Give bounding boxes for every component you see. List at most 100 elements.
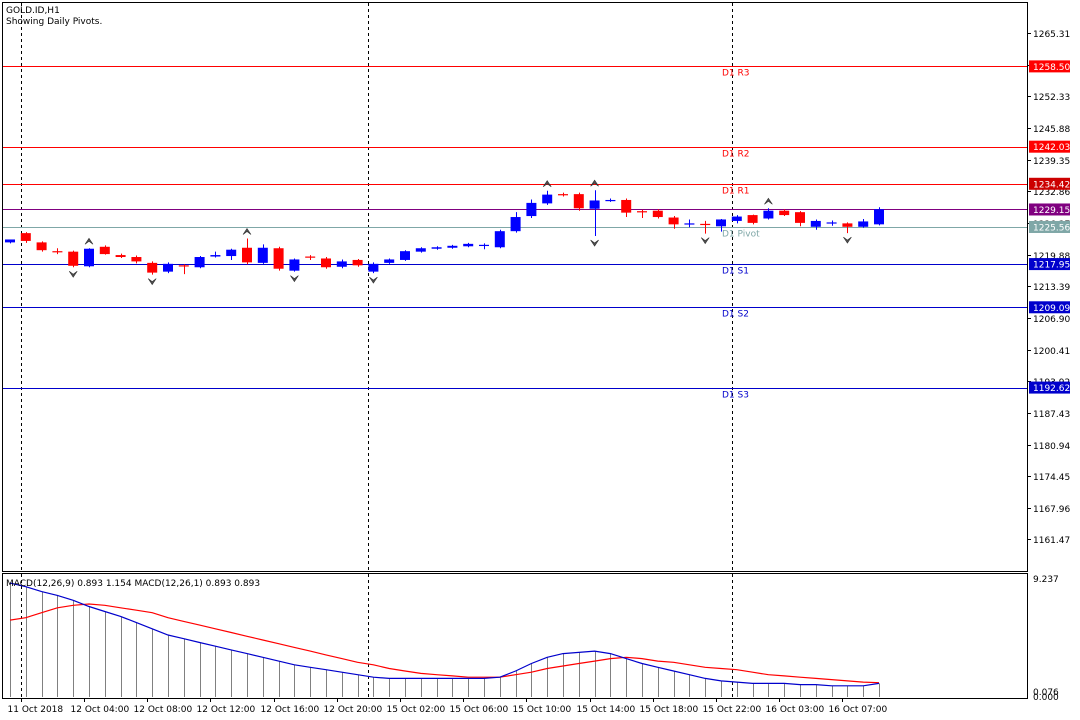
price-tick-label: 1219.88	[1033, 252, 1070, 262]
price-tag-box	[1029, 177, 1070, 190]
price-tick-label: 1213.39	[1033, 283, 1070, 293]
candle-body	[589, 200, 600, 209]
candle-body	[542, 194, 553, 204]
pivot-label: D1 S2	[722, 310, 749, 320]
candle-body	[479, 244, 489, 247]
fractal-up-icon	[542, 180, 552, 187]
time-tick-label: 16 Oct 03:00	[766, 705, 825, 715]
candle-body	[779, 210, 790, 216]
time-tick-label: 12 Oct 12:00	[197, 705, 256, 715]
pivot-label: D1 Pivot	[722, 230, 760, 240]
price-pane	[2, 2, 1028, 572]
candle-body	[621, 199, 632, 213]
candle-body	[5, 239, 15, 243]
candle-body	[463, 243, 474, 247]
candle-body	[368, 263, 379, 272]
fractal-up-icon	[590, 179, 599, 187]
time-tick-label: 11 Oct 2018	[8, 705, 64, 715]
time-tick-label: 16 Oct 07:00	[829, 705, 888, 715]
candle-body	[684, 223, 695, 225]
fractal-down-icon	[290, 275, 299, 283]
candle-body	[84, 248, 94, 267]
candle-body	[826, 222, 837, 224]
candle-body	[605, 199, 616, 202]
candle-body	[52, 251, 63, 253]
price-tick-label: 1200.41	[1033, 347, 1070, 357]
candle-body	[415, 248, 426, 252]
price-tick-label: 1239.35	[1033, 157, 1070, 167]
price-tick-label: 1245.88	[1033, 125, 1070, 135]
time-tick-label: 15 Oct 22:00	[703, 705, 762, 715]
price-tick-label: 1167.96	[1033, 505, 1070, 515]
pivot-label: D1 R2	[722, 150, 750, 160]
macd-tick-label: 0.000	[1033, 693, 1059, 703]
price-tag-label: 1209.09	[1033, 304, 1070, 314]
price-tag-label: 1217.95	[1033, 261, 1070, 271]
time-tick-label: 15 Oct 14:00	[577, 705, 636, 715]
price-tag-box	[1029, 203, 1070, 216]
price-tag-box	[1029, 140, 1070, 153]
candle-body	[858, 221, 869, 227]
price-tick-label: 1232.86	[1033, 188, 1070, 198]
price-tick-label: 1174.45	[1033, 473, 1070, 483]
price-tag-box	[1029, 220, 1070, 233]
candle-body	[558, 194, 568, 196]
time-tick-label: 12 Oct 16:00	[261, 705, 320, 715]
fractal-down-icon	[369, 276, 378, 284]
candle-body	[447, 245, 458, 248]
candle-body	[400, 251, 410, 260]
price-tick-label: 1265.31	[1033, 30, 1070, 40]
price-tag-box	[1029, 60, 1070, 73]
fractal-down-icon	[68, 271, 78, 278]
price-tag-label: 1242.03	[1033, 143, 1070, 153]
price-tag-label: 1225.56	[1033, 223, 1070, 233]
candle-body	[68, 251, 79, 266]
fractal-down-icon	[147, 278, 157, 286]
candle-body	[716, 219, 726, 227]
candle-body	[795, 212, 805, 223]
price-axis: 1265.311258.821252.331245.881239.351232.…	[1027, 30, 1070, 546]
price-tag-label: 1192.62	[1033, 384, 1070, 394]
price-tag-label: 1229.15	[1033, 206, 1070, 216]
time-tick-label: 12 Oct 08:00	[134, 705, 193, 715]
candle-body	[321, 258, 331, 268]
candle-body	[336, 261, 347, 267]
candle-body	[305, 256, 316, 258]
period-separators	[21, 3, 733, 698]
candle-body	[842, 223, 853, 227]
candle-body	[36, 242, 47, 251]
macd-signal-line	[9, 603, 880, 684]
candle-body	[573, 194, 584, 209]
chart-symbol: GOLD.ID,H1	[6, 6, 60, 16]
price-tag-label: 1234.42	[1033, 180, 1070, 190]
macd-pane	[2, 573, 1028, 699]
pivot-label: D1 S3	[722, 391, 749, 401]
candle-body	[194, 257, 205, 268]
candle-body	[700, 223, 711, 226]
macd-tick-label: 9.237	[1033, 575, 1059, 585]
candle-body	[510, 217, 521, 232]
candle-body	[131, 257, 142, 262]
price-tick-label: 1161.47	[1033, 536, 1070, 546]
candle-body	[147, 262, 158, 273]
macd-tick-label: 0.076	[1033, 688, 1059, 698]
candle-body	[494, 231, 505, 248]
pivot-label: D1 R3	[722, 69, 750, 79]
price-tick-label: 1187.43	[1033, 410, 1070, 420]
time-tick-label: 12 Oct 20:00	[324, 705, 383, 715]
fractal-down-icon	[843, 236, 852, 244]
time-tick-label: 15 Oct 06:00	[450, 705, 509, 715]
candle-body	[115, 255, 126, 258]
macd-main-line	[9, 582, 880, 687]
price-tick-label: 1206.90	[1033, 315, 1070, 325]
candle-body	[668, 217, 679, 225]
candles	[5, 190, 884, 275]
chart-subtitle: Showing Daily Pivots.	[6, 17, 102, 27]
macd-title: MACD(12,26,9) 0.893 1.154 MACD(12,26,1) …	[6, 579, 260, 589]
candle-body	[763, 210, 774, 219]
candle-body	[289, 259, 300, 271]
candle-body	[99, 246, 110, 255]
candle-body	[226, 249, 237, 257]
